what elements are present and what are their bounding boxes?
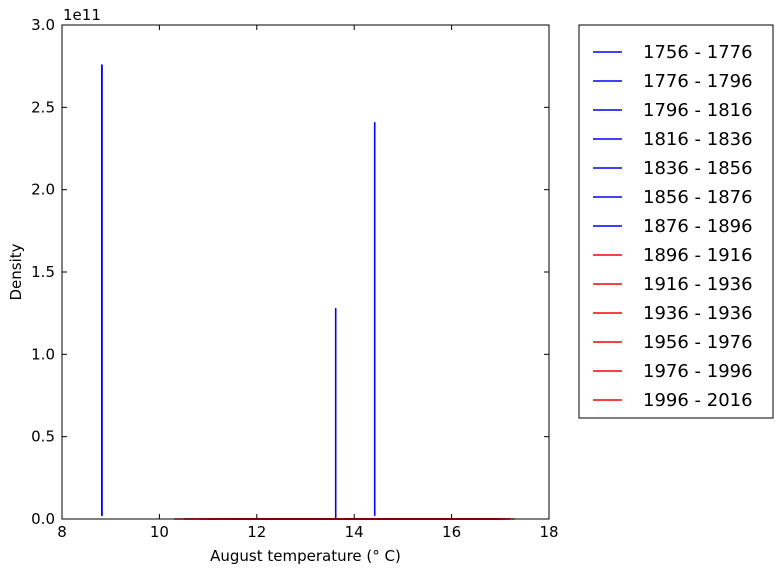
y-tick-label: 3.0 — [31, 16, 55, 34]
x-tick-label: 18 — [539, 523, 558, 541]
y-tick-label: 2.0 — [31, 181, 55, 199]
x-tick-label: 8 — [57, 523, 67, 541]
legend-box — [578, 24, 774, 419]
y-offset-label: 1e11 — [63, 6, 101, 24]
plot-lines — [101, 64, 515, 520]
x-tick-label: 14 — [345, 523, 364, 541]
legend-label-8: 1916 - 1936 — [643, 274, 753, 295]
legend-label-10: 1956 - 1976 — [643, 332, 753, 353]
legend: 1756 - 1776 1776 - 1796 1796 - 1816 1816 - … — [578, 24, 774, 419]
y-tick-label: 1.0 — [31, 345, 55, 363]
x-tick-label: 12 — [247, 523, 266, 541]
y-tick-label: 0.0 — [31, 510, 55, 528]
legend-label-0: 1756 - 1776 — [643, 42, 753, 63]
legend-label-9: 1936 - 1936 — [643, 303, 753, 324]
legend-label-5: 1856 - 1876 — [643, 187, 753, 208]
x-tick-label: 16 — [442, 523, 461, 541]
y-axis: 0.0 0.5 1.0 1.5 2.0 2.5 3.0 — [31, 16, 549, 528]
x-tick-label: 10 — [150, 523, 169, 541]
x-axis-label: August temperature (° C) — [210, 547, 401, 565]
y-axis-label: Density — [7, 243, 25, 300]
y-tick-label: 0.5 — [31, 428, 55, 446]
legend-label-7: 1896 - 1916 — [643, 245, 753, 266]
y-tick-label: 2.5 — [31, 98, 55, 116]
plot-frame — [61, 24, 550, 520]
x-axis: 8 10 12 14 16 18 — [57, 25, 559, 541]
legend-label-1: 1776 - 1796 — [643, 71, 753, 92]
y-tick-label: 1.5 — [31, 263, 55, 281]
legend-label-6: 1876 - 1896 — [643, 216, 753, 237]
legend-label-4: 1836 - 1856 — [643, 158, 753, 179]
legend-label-11: 1976 - 1996 — [643, 361, 753, 382]
legend-label-12: 1996 - 2016 — [643, 390, 753, 411]
legend-label-3: 1816 - 1836 — [643, 129, 753, 150]
legend-label-2: 1796 - 1816 — [643, 100, 753, 121]
